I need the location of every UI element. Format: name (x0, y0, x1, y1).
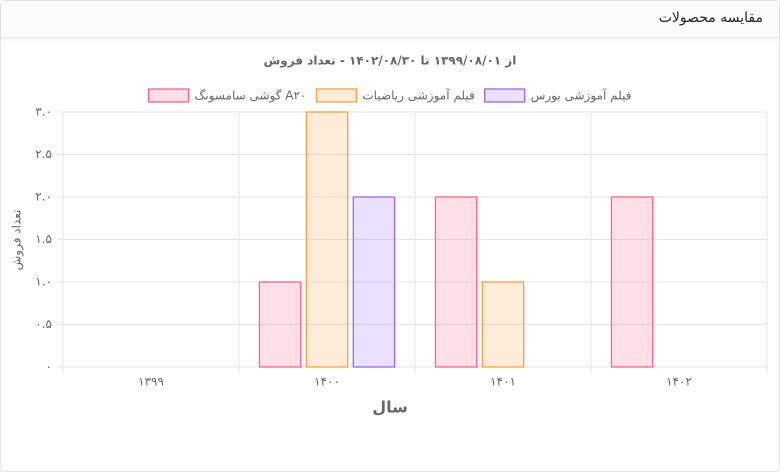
bar (481, 281, 525, 368)
y-tick-label: ۱.۵ (35, 232, 52, 246)
bar (434, 196, 478, 368)
bar (258, 281, 302, 368)
y-tick-label: ۲.۵ (35, 147, 52, 161)
chart-title: از ۱۳۹۹/۰۸/۰۱ تا ۱۴۰۲/۰۸/۳۰ - تعداد فروش (264, 54, 517, 69)
y-axis-label: تعداد فروش (10, 210, 25, 271)
legend-label: فیلم آموزشی ریاضیات (362, 88, 474, 104)
bar (610, 196, 654, 368)
bar (305, 111, 349, 368)
legend-swatch (315, 88, 358, 103)
x-tick-label: ۱۴۰۱ (490, 375, 516, 389)
y-tick-label: ۱.۰ (35, 275, 52, 289)
y-tick-label: ۲.۰ (35, 190, 52, 204)
x-tick-label: ۱۴۰۲ (666, 375, 692, 389)
x-tick-label: ۱۳۹۹ (138, 375, 164, 389)
x-axis-label: سال (372, 398, 408, 417)
y-tick-label: ۰.۵ (35, 317, 52, 331)
legend-swatch (147, 88, 190, 103)
bar (352, 196, 396, 368)
card-header: مقایسه محصولات (1, 1, 779, 38)
legend-swatch (484, 88, 526, 103)
legend-label: فیلم آموزشی بورس (531, 88, 632, 104)
card-title: مقایسه محصولات (658, 10, 763, 26)
y-tick-label: ۳.۰ (35, 105, 52, 119)
x-tick-label: ۱۴۰۰ (314, 375, 340, 389)
y-tick-label: ۰ (46, 360, 52, 374)
legend-label: گوشی سامسونگ A۲۰ (195, 89, 307, 104)
